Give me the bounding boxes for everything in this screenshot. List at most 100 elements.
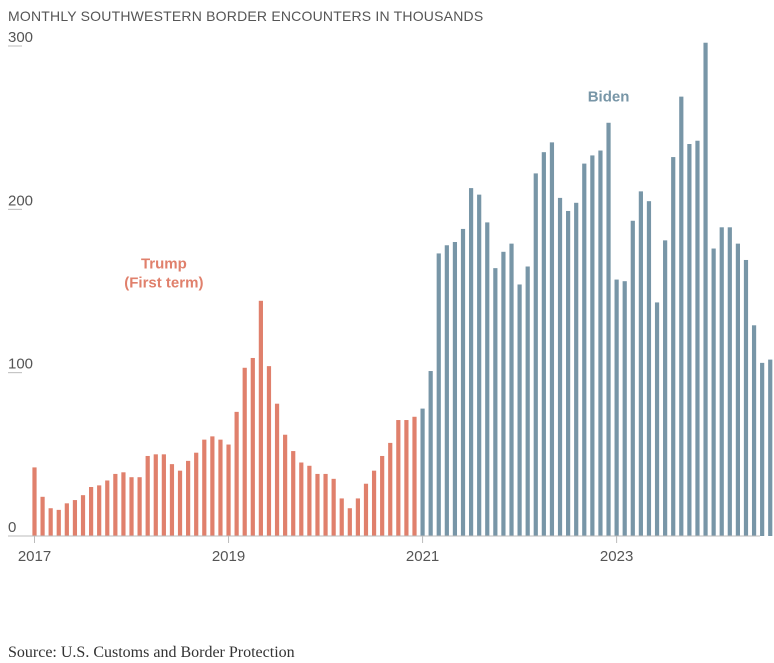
bar-biden — [533, 173, 538, 536]
bar-trump — [355, 498, 360, 536]
bar-biden — [622, 281, 627, 536]
bar-trump — [40, 496, 45, 536]
bar-biden — [751, 325, 757, 536]
bar-trump — [242, 367, 247, 536]
x-tick-label: 2023 — [600, 548, 633, 565]
bar-trump — [274, 403, 280, 536]
bar-trump — [186, 460, 191, 536]
y-tick-label: 300 — [8, 29, 33, 46]
bar-trump — [323, 473, 328, 536]
bar-biden — [760, 362, 765, 536]
bar-biden — [541, 152, 546, 537]
y-axis-labels: 0 100 200 300 — [8, 29, 33, 536]
bar-trump — [363, 483, 369, 536]
bar-trump — [315, 473, 320, 536]
bar-biden — [549, 142, 555, 536]
bar-biden — [557, 197, 563, 536]
bar-trump — [97, 485, 102, 536]
bar-trump — [145, 455, 150, 536]
bar-trump — [299, 462, 304, 536]
bar-trump — [64, 503, 69, 536]
bar-trump — [388, 442, 393, 536]
bar-biden — [687, 144, 692, 536]
bar-biden — [468, 188, 474, 536]
bar-trump — [210, 436, 215, 536]
bar-biden — [517, 284, 522, 536]
bar-trump — [113, 473, 118, 536]
bar-biden — [420, 408, 425, 536]
bar-trump — [72, 500, 78, 536]
bar-biden — [566, 210, 571, 536]
bar-biden — [460, 228, 466, 536]
bar-biden — [695, 140, 700, 537]
bar-biden — [719, 227, 724, 537]
bar-trump — [105, 480, 110, 536]
x-tick-label: 2021 — [406, 548, 439, 565]
bar-biden — [735, 243, 740, 536]
annotations: Trump (First term) Biden — [124, 89, 629, 292]
bar-biden — [630, 220, 635, 536]
y-tick-label: 0 — [8, 519, 16, 536]
bar-trump — [137, 477, 142, 536]
bar-biden — [646, 201, 652, 537]
bar-biden — [582, 163, 587, 536]
bar-trump — [266, 366, 272, 536]
bar-trump — [347, 508, 352, 536]
bar-trump — [371, 470, 377, 536]
bar-biden — [654, 302, 660, 536]
bar-biden — [727, 227, 732, 537]
y-tick-label: 200 — [8, 192, 33, 209]
bar-trump — [169, 464, 175, 536]
bar-biden — [638, 191, 643, 536]
annotation-trump: (First term) — [124, 275, 203, 292]
bar-biden — [663, 240, 668, 536]
bar-biden — [485, 222, 490, 536]
bar-trump — [396, 420, 401, 536]
bar-trump — [202, 439, 207, 536]
bar-biden — [436, 253, 441, 536]
bar-biden — [444, 245, 449, 536]
bar-trump — [291, 451, 296, 536]
bar-trump — [412, 416, 417, 536]
bar-biden — [590, 155, 595, 536]
x-tick-label: 2017 — [18, 548, 51, 565]
bar-trump — [307, 465, 312, 536]
bar-trump — [339, 498, 344, 536]
y-tick-label: 100 — [8, 356, 33, 373]
bar-trump — [218, 439, 223, 536]
bar-biden — [509, 243, 514, 536]
y-gridlines — [8, 45, 22, 374]
bar-biden — [606, 122, 611, 537]
bar-trump — [161, 454, 166, 536]
bar-trump — [194, 452, 199, 536]
bar-biden — [671, 157, 676, 536]
bar-biden — [598, 150, 603, 536]
bar-biden — [614, 279, 619, 536]
bar-trump — [283, 434, 288, 536]
bar-biden — [679, 96, 684, 536]
x-tick-label: 2019 — [212, 548, 245, 565]
bar-trump — [258, 300, 263, 536]
annotation-biden: Biden — [588, 89, 630, 106]
source-note: Source: U.S. Customs and Border Protecti… — [8, 644, 295, 661]
bars — [32, 42, 773, 537]
bar-trump — [404, 420, 409, 536]
bar-biden — [711, 248, 716, 536]
bar-trump — [121, 472, 126, 536]
bar-biden — [493, 268, 498, 536]
bar-biden — [574, 202, 579, 537]
chart-title: MONTHLY SOUTHWESTERN BORDER ENCOUNTERS I… — [8, 8, 483, 24]
bar-biden — [477, 194, 482, 536]
bar-biden — [768, 359, 773, 536]
bar-biden — [452, 242, 458, 536]
bar-biden — [743, 259, 749, 536]
bar-trump — [250, 357, 255, 536]
bar-biden — [525, 266, 530, 536]
bar-trump — [226, 444, 231, 536]
bar-biden — [703, 42, 708, 536]
bar-trump — [331, 478, 336, 536]
bar-trump — [234, 411, 239, 536]
annotation-trump: Trump — [141, 256, 187, 273]
bar-trump — [380, 455, 385, 536]
